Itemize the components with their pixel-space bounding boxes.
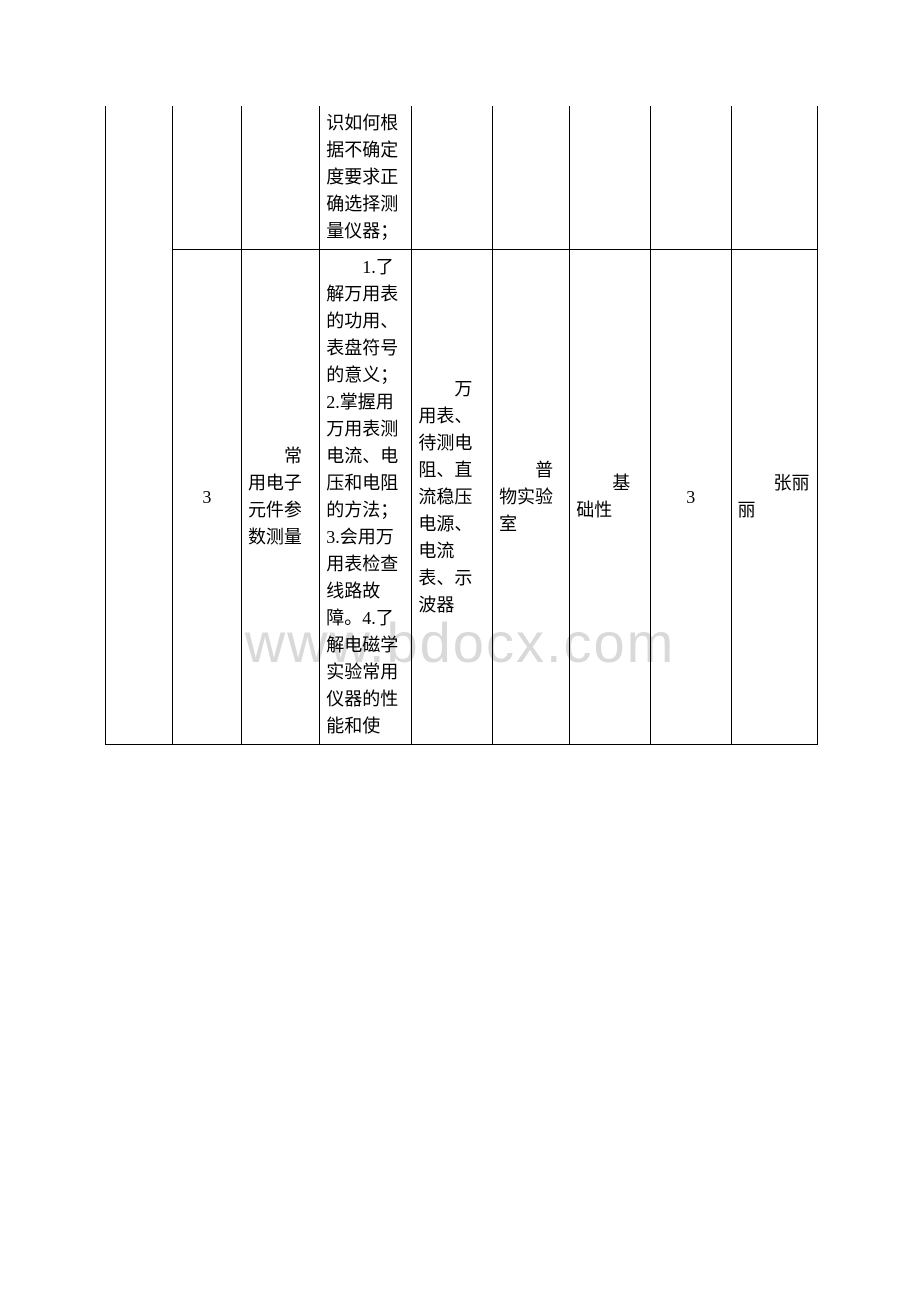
experiment-schedule-table: 识如何根据不确定度要求正确选择测量仪器； 3 常用电子元件参数测量 1.了解万用… <box>105 106 818 745</box>
cell-row2-col1: 3 <box>172 250 241 745</box>
cell-empty-col5 <box>493 106 570 250</box>
cell-empty-col8 <box>731 106 817 250</box>
cell-row2-col5: 普物实验室 <box>493 250 570 745</box>
cell-empty-col4 <box>412 106 493 250</box>
document-table-container: 识如何根据不确定度要求正确选择测量仪器； 3 常用电子元件参数测量 1.了解万用… <box>105 106 818 745</box>
cell-empty-col2 <box>241 106 319 250</box>
cell-empty-col1 <box>172 106 241 250</box>
cell-row2-col3: 1.了解万用表的功用、表盘符号的意义；2.掌握用万用表测电流、电压和电阻的方法；… <box>320 250 412 745</box>
table-row: 识如何根据不确定度要求正确选择测量仪器； <box>106 106 818 250</box>
cell-empty-col7 <box>650 106 731 250</box>
cell-row2-col6: 基础性 <box>570 250 651 745</box>
cell-empty-col6 <box>570 106 651 250</box>
cell-row2-col7: 3 <box>650 250 731 745</box>
cell-empty-col0 <box>106 106 173 745</box>
cell-row2-col4: 万用表、待测电阻、直流稳压电源、电流表、示波器 <box>412 250 493 745</box>
cell-row2-col2: 常用电子元件参数测量 <box>241 250 319 745</box>
cell-row2-col8: 张丽丽 <box>731 250 817 745</box>
table-row: 3 常用电子元件参数测量 1.了解万用表的功用、表盘符号的意义；2.掌握用万用表… <box>106 250 818 745</box>
cell-row1-col3: 识如何根据不确定度要求正确选择测量仪器； <box>320 106 412 250</box>
